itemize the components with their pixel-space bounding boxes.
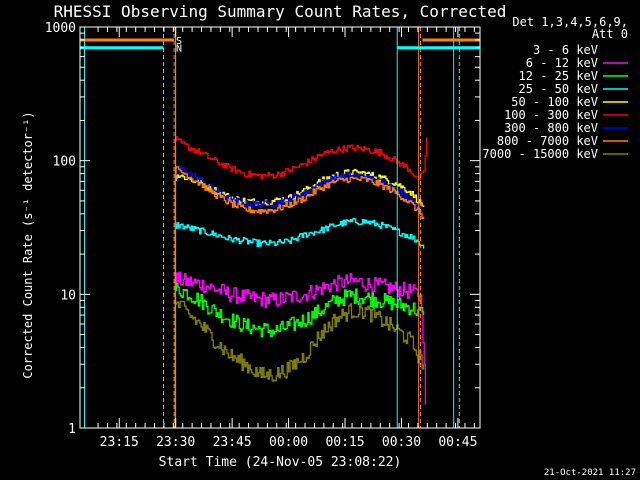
- legend-entry-3: 25 - 50 keV: [519, 82, 598, 96]
- series-line-8: [175, 300, 425, 382]
- series-line-3: [175, 217, 425, 249]
- legend-entry-7: 800 - 7000 keV: [497, 134, 598, 148]
- flag-label-s: S: [176, 36, 182, 47]
- legend-entry-1: 6 - 12 keV: [526, 56, 598, 70]
- y-axis-label: Corrected Count Rate (s⁻¹ detector⁻¹): [21, 111, 35, 378]
- plot-area: SN 1 10 100 1000 23:15 23:30 23:45 00:00 00:15 00:…: [45, 21, 481, 450]
- legend-entry-5: 100 - 300 keV: [504, 108, 598, 122]
- x-tick-label-5: 00:30: [382, 435, 421, 450]
- legend-header-line2: Att 0: [592, 27, 628, 41]
- x-axis-label: Start Time (24-Nov-05 23:08:22): [159, 455, 402, 470]
- x-tick-label-6: 00:45: [438, 435, 477, 450]
- x-tick-label-3: 00:00: [269, 435, 308, 450]
- y-tick-label-10: 10: [60, 288, 76, 303]
- y-tick-label-1: 1: [68, 422, 76, 437]
- x-tick-label-0: 23:15: [100, 435, 139, 450]
- legend-entry-2: 12 - 25 keV: [519, 69, 598, 83]
- x-tick-label-4: 00:15: [325, 435, 364, 450]
- y-tick-label-100: 100: [53, 155, 76, 170]
- series-line-5: [175, 136, 428, 181]
- y-tick-label-1000: 1000: [45, 21, 76, 36]
- flag-label-n: N: [176, 44, 182, 55]
- plot-frame: [79, 26, 481, 429]
- series-line-1: [175, 271, 427, 405]
- x-tick-label-1: 23:30: [156, 435, 195, 450]
- legend-entry-0: 3 - 6 keV: [533, 43, 598, 57]
- legend-entry-6: 300 - 800 keV: [504, 121, 598, 135]
- chart-title: RHESSI Observing Summary Count Rates, Co…: [54, 2, 507, 21]
- legend-entry-4: 50 - 100 keV: [511, 95, 598, 109]
- legend-header-line1: Det 1,3,4,5,6,9,: [512, 15, 628, 29]
- series-line-7: [175, 166, 425, 219]
- series-line-2: [175, 282, 425, 338]
- series-line-6: [175, 164, 425, 215]
- series-line-0-body: [174, 295, 424, 430]
- footer-date: 21-Oct-2021 11:27: [544, 468, 636, 478]
- x-tick-label-2: 23:45: [213, 435, 252, 450]
- legend-entry-8: 7000 - 15000 keV: [482, 147, 598, 161]
